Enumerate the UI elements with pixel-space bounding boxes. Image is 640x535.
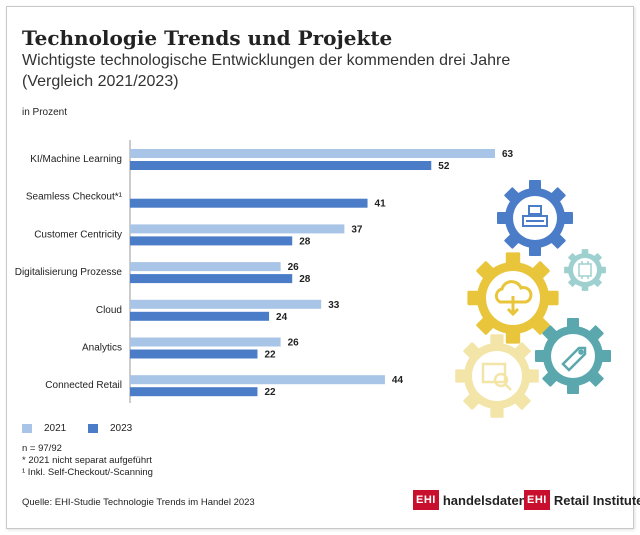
handelsdaten-logo-text: handelsdaten.de (442, 492, 546, 508)
bar-2023 (130, 311, 270, 321)
price-tag-icon (561, 346, 587, 372)
footnote-1: ¹ Inkl. Self-Checkout/-Scanning (22, 467, 153, 478)
bar-value-label: 41 (375, 199, 387, 210)
footnotes: n = 97/92 * 2021 nicht separat aufgeführ… (22, 443, 153, 479)
bar-2023 (130, 161, 432, 170)
ehi-logo-box: EHI (413, 490, 439, 510)
category-label: Seamless Checkout*¹ (26, 192, 123, 203)
bar-value-label: 33 (328, 300, 340, 311)
gears-illustration (455, 180, 611, 418)
bar-2023 (130, 236, 293, 246)
legend-item-2023: 2023 (88, 423, 132, 434)
legend-label-2021: 2021 (44, 423, 67, 434)
legend-swatch-2021 (22, 424, 32, 433)
sample-size-note: n = 97/92 (22, 443, 62, 454)
bar-value-label: 52 (438, 161, 450, 172)
bar-2021 (130, 299, 322, 309)
category-label: Customer Centricity (34, 229, 122, 240)
bar-value-label: 26 (288, 262, 300, 273)
retail-institute-name: Retail Institute (553, 492, 640, 508)
cloud-download-icon (494, 280, 533, 317)
bar-2021 (130, 224, 345, 234)
chart-subtitle: Wichtigste technologische Entwicklungen … (22, 52, 511, 90)
cloud-gear (467, 252, 559, 344)
bar-2023 (130, 349, 258, 359)
bar-2021 (130, 375, 385, 385)
legend-label-2023: 2023 (110, 423, 133, 434)
retail-institute-logo-text: Retail Institute® (554, 493, 640, 508)
chart-title: Technologie Trends und Projekte (22, 26, 393, 50)
legend-swatch-2023 (88, 424, 98, 433)
bar-2021 (130, 337, 281, 347)
search-document-icon (481, 362, 512, 391)
bar-value-label: 44 (392, 375, 404, 386)
category-label: Cloud (96, 305, 122, 316)
bar-2023 (130, 198, 368, 208)
legend-item-2021: 2021 (22, 423, 66, 434)
bar-value-label: 22 (264, 387, 276, 398)
source-note: Quelle: EHI-Studie Technologie Trends im… (22, 497, 255, 508)
cash-register-icon (522, 205, 548, 227)
unit-label: in Prozent (22, 107, 68, 118)
category-label: KI/Machine Learning (30, 154, 122, 165)
handelsdaten-logo: EHI handelsdaten.de (413, 490, 545, 510)
ehi-logo-box: EHI (524, 490, 550, 510)
bar-2023 (130, 387, 258, 397)
bar-value-label: 37 (351, 224, 363, 235)
bar-value-label: 24 (276, 312, 288, 323)
category-label: Digitalisierung Prozesse (15, 267, 123, 278)
price-tag-gear (535, 318, 611, 394)
bar-value-label: 28 (299, 236, 311, 247)
category-label: Connected Retail (45, 380, 122, 391)
cash-register-gear (497, 180, 573, 256)
bar-value-label: 22 (264, 350, 276, 361)
bar-value-label: 26 (288, 338, 300, 349)
asterisk-note: * 2021 nicht separat aufgeführt (22, 455, 152, 466)
bar-value-label: 63 (502, 149, 514, 160)
bar-2023 (130, 274, 293, 284)
bar-2021 (130, 149, 495, 158)
bar-value-label: 28 (299, 274, 311, 285)
ehi-retail-institute-logo: EHI Retail Institute® (524, 490, 640, 510)
chip-gear (564, 249, 606, 291)
bar-2021 (130, 262, 281, 272)
search-document-gear (455, 334, 539, 418)
category-label: Analytics (82, 343, 122, 354)
chip-icon (578, 261, 592, 279)
